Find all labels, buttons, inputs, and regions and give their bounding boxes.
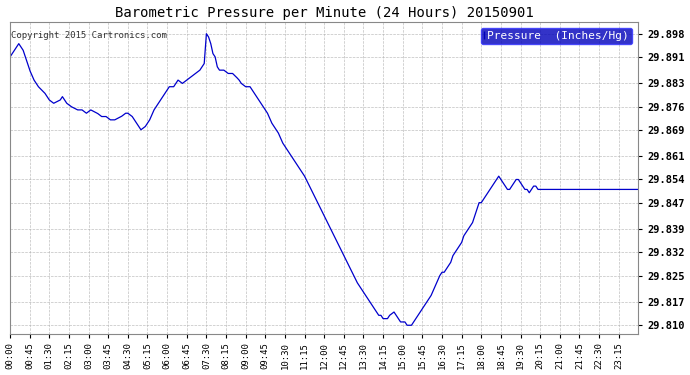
Title: Barometric Pressure per Minute (24 Hours) 20150901: Barometric Pressure per Minute (24 Hours… [115, 6, 533, 20]
Text: Copyright 2015 Cartronics.com: Copyright 2015 Cartronics.com [11, 32, 167, 40]
Legend: Pressure  (Inches/Hg): Pressure (Inches/Hg) [481, 28, 632, 44]
